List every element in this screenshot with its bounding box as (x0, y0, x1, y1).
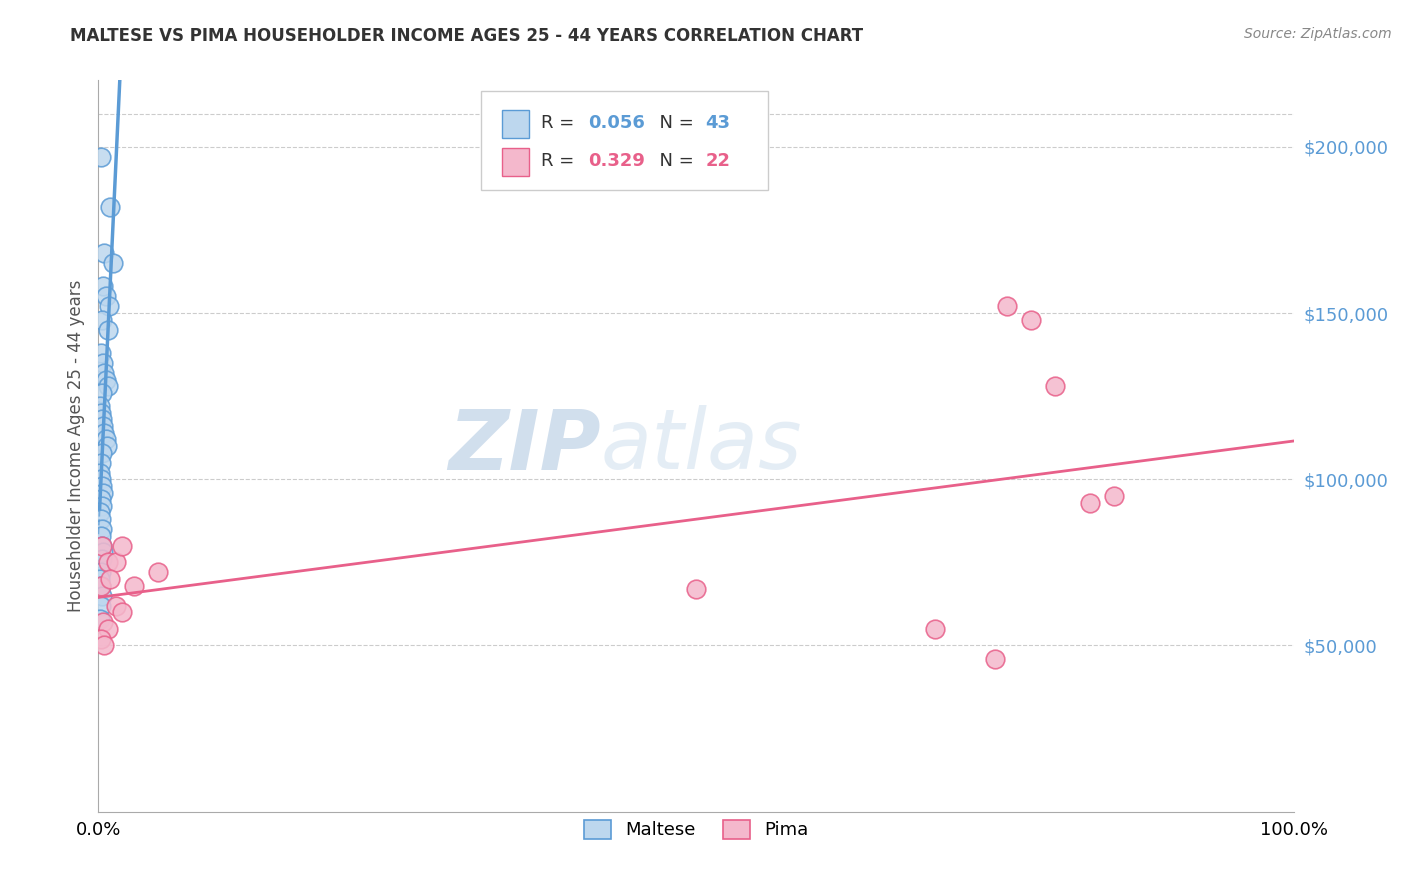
Point (90, 579, 112, 593)
Point (90, 632, 112, 646)
Point (89, 466, 111, 480)
Point (91, 356, 114, 370)
Point (91, 522, 114, 536)
Point (97, 323, 120, 337)
Point (93, 639, 115, 653)
Text: 0.056: 0.056 (589, 113, 645, 132)
Text: 0.329: 0.329 (589, 152, 645, 169)
Point (96, 439, 118, 453)
Point (89, 399, 111, 413)
Point (89, 572, 111, 586)
Point (98, 572, 122, 586)
Text: N =: N = (648, 113, 700, 132)
Point (1104, 489, 1126, 503)
Text: R =: R = (541, 113, 579, 132)
FancyBboxPatch shape (502, 148, 529, 176)
Point (89, 612, 111, 626)
Point (91, 385, 114, 400)
Text: atlas: atlas (600, 406, 801, 486)
Point (93, 366, 115, 380)
Text: N =: N = (648, 152, 700, 169)
Y-axis label: Householder Income Ages 25 - 44 years: Householder Income Ages 25 - 44 years (66, 280, 84, 612)
Point (91, 499, 114, 513)
Point (685, 582, 707, 596)
Point (148, 566, 170, 580)
Point (91, 539, 114, 553)
Point (1043, 379, 1066, 393)
Point (105, 555, 128, 569)
Point (93, 425, 115, 440)
Point (90, 579, 112, 593)
Point (91, 445, 114, 459)
Point (97, 622, 120, 636)
Text: 22: 22 (706, 152, 731, 169)
Point (90, 406, 112, 420)
Legend: Maltese, Pima: Maltese, Pima (576, 813, 815, 847)
Point (90, 599, 112, 613)
Point (101, 256, 124, 270)
Text: ZIP: ZIP (447, 406, 600, 486)
Point (1019, 312, 1042, 326)
Point (91, 589, 114, 603)
Point (984, 652, 1007, 666)
Point (91, 552, 114, 566)
Point (94, 289, 117, 303)
Point (90, 472, 112, 486)
Point (94, 433, 117, 447)
FancyBboxPatch shape (481, 91, 768, 190)
Point (91, 419, 114, 434)
Point (105, 599, 128, 613)
Point (97, 379, 120, 393)
Point (89, 506, 111, 520)
Point (91, 539, 114, 553)
Point (91, 485, 114, 500)
Point (98, 299, 121, 313)
Point (91, 312, 114, 326)
Point (90, 150, 112, 164)
Text: 43: 43 (706, 113, 731, 132)
Text: Source: ZipAtlas.com: Source: ZipAtlas.com (1244, 27, 1392, 41)
Point (91, 279, 114, 293)
Point (90, 512, 112, 526)
Point (124, 579, 146, 593)
Text: MALTESE VS PIMA HOUSEHOLDER INCOME AGES 25 - 44 YEARS CORRELATION CHART: MALTESE VS PIMA HOUSEHOLDER INCOME AGES … (70, 27, 863, 45)
Point (91, 412, 114, 426)
Point (90, 346, 112, 360)
Point (91, 545, 114, 559)
Point (1080, 495, 1102, 509)
Point (94, 372, 117, 386)
Point (111, 605, 134, 619)
Point (111, 539, 134, 553)
Point (90, 566, 112, 580)
Point (98, 200, 122, 214)
Point (97, 555, 120, 569)
Point (91, 615, 114, 630)
Text: R =: R = (541, 152, 579, 169)
Point (90, 456, 112, 470)
Point (91, 479, 114, 493)
Point (924, 622, 946, 636)
Point (90, 492, 112, 507)
Point (90, 529, 112, 543)
FancyBboxPatch shape (502, 111, 529, 138)
Point (93, 246, 115, 260)
Point (995, 299, 1018, 313)
